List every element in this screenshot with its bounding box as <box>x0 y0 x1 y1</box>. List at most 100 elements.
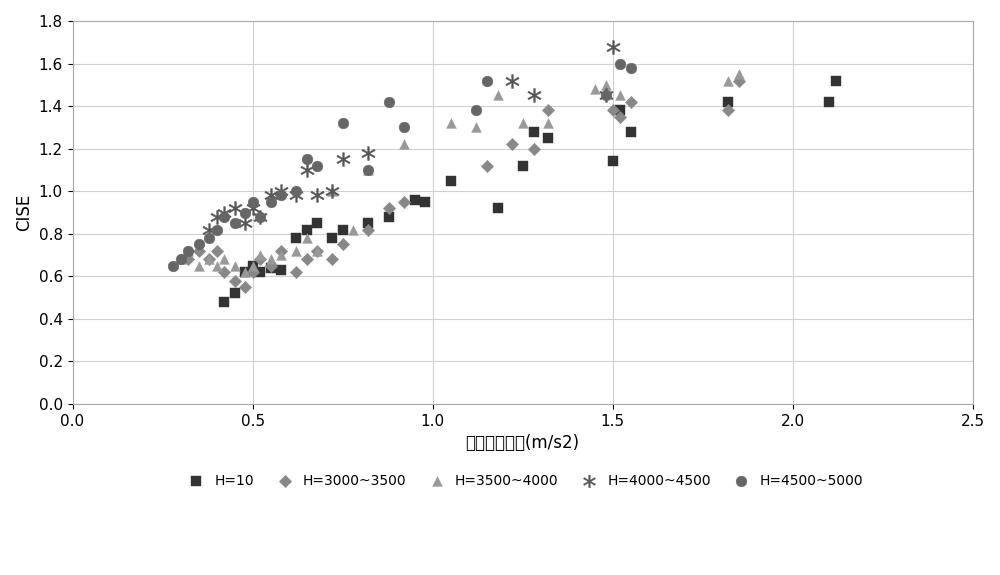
H=3500~4000 <box>201 255 217 264</box>
Y-axis label: CISE: CISE <box>15 194 33 231</box>
H=4500~5000 <box>216 212 232 221</box>
H=3000~3500 <box>335 240 351 249</box>
H=4500~5000 <box>381 97 397 106</box>
H=3500~4000 <box>299 233 315 243</box>
H=4000~4500 <box>201 225 217 234</box>
H=4000~4500 <box>227 204 243 213</box>
H=3500~4000 <box>288 246 304 255</box>
H=4000~4500 <box>237 218 253 228</box>
H=10 <box>720 97 736 106</box>
H=4000~4500 <box>309 191 325 200</box>
X-axis label: 横向力加速度(m/s2): 横向力加速度(m/s2) <box>466 434 580 453</box>
H=4500~5000 <box>180 246 196 255</box>
H=3000~3500 <box>605 106 621 115</box>
H=3000~3500 <box>504 140 520 149</box>
H=3000~3500 <box>252 255 268 264</box>
H=4000~4500 <box>504 76 520 85</box>
H=10 <box>828 76 844 85</box>
H=3500~4000 <box>324 187 340 196</box>
H=10 <box>324 233 340 243</box>
H=4000~4500 <box>273 187 289 196</box>
H=3000~3500 <box>299 255 315 264</box>
H=10 <box>381 212 397 221</box>
H=4000~4500 <box>598 91 614 100</box>
H=3500~4000 <box>191 261 207 270</box>
H=4500~5000 <box>479 76 495 85</box>
H=4000~4500 <box>299 166 315 175</box>
H=3500~4000 <box>209 261 225 270</box>
H=3000~3500 <box>720 106 736 115</box>
H=4000~4500 <box>335 155 351 164</box>
H=3500~4000 <box>237 267 253 277</box>
H=3000~3500 <box>540 106 556 115</box>
H=3000~3500 <box>324 255 340 264</box>
H=3000~3500 <box>309 246 325 255</box>
H=10 <box>623 127 639 136</box>
H=3000~3500 <box>209 246 225 255</box>
H=3000~3500 <box>396 197 412 206</box>
H=4000~4500 <box>324 187 340 196</box>
H=10 <box>216 297 232 306</box>
H=4500~5000 <box>396 123 412 132</box>
H=4500~5000 <box>299 155 315 164</box>
H=3000~3500 <box>227 276 243 285</box>
H=10 <box>245 261 261 270</box>
H=3500~4000 <box>227 261 243 270</box>
H=4500~5000 <box>335 118 351 128</box>
H=3500~4000 <box>360 166 376 175</box>
H=3500~4000 <box>468 123 484 132</box>
H=3500~4000 <box>309 246 325 255</box>
H=3000~3500 <box>612 112 628 121</box>
H=3500~4000 <box>173 255 189 264</box>
H=4500~5000 <box>165 261 181 270</box>
H=3500~4000 <box>345 225 361 234</box>
H=3500~4000 <box>540 118 556 128</box>
H=4000~4500 <box>605 42 621 51</box>
H=10 <box>273 266 289 275</box>
H=4500~5000 <box>360 166 376 175</box>
H=4500~5000 <box>612 59 628 68</box>
H=4000~4500 <box>216 208 232 217</box>
H=3000~3500 <box>273 246 289 255</box>
H=4500~5000 <box>598 91 614 100</box>
H=3500~4000 <box>598 81 614 90</box>
H=4500~5000 <box>209 225 225 234</box>
H=3000~3500 <box>288 267 304 277</box>
H=3000~3500 <box>381 204 397 213</box>
H=3500~4000 <box>216 255 232 264</box>
H=3500~4000 <box>252 251 268 260</box>
H=3500~4000 <box>443 118 459 128</box>
H=3500~4000 <box>273 251 289 260</box>
H=4000~4500 <box>288 191 304 200</box>
H=4500~5000 <box>252 212 268 221</box>
H=10 <box>515 161 531 170</box>
H=3000~3500 <box>623 97 639 106</box>
H=4500~5000 <box>288 187 304 196</box>
H=10 <box>227 289 243 298</box>
Legend: H=10, H=3000~3500, H=3500~4000, H=4000~4500, H=4500~5000: H=10, H=3000~3500, H=3500~4000, H=4000~4… <box>177 469 869 493</box>
H=4500~5000 <box>191 240 207 249</box>
H=4500~5000 <box>273 191 289 200</box>
H=4000~4500 <box>360 148 376 158</box>
H=4500~5000 <box>173 255 189 264</box>
H=3000~3500 <box>216 267 232 277</box>
H=10 <box>360 218 376 228</box>
H=3500~4000 <box>263 255 279 264</box>
H=10 <box>443 176 459 185</box>
H=3500~4000 <box>245 261 261 270</box>
H=3500~4000 <box>720 76 736 85</box>
H=3000~3500 <box>201 255 217 264</box>
H=3000~3500 <box>731 76 747 85</box>
H=10 <box>526 127 542 136</box>
H=3000~3500 <box>245 267 261 277</box>
H=10 <box>821 97 837 106</box>
H=3000~3500 <box>360 225 376 234</box>
H=10 <box>237 267 253 277</box>
H=4500~5000 <box>468 106 484 115</box>
H=3000~3500 <box>263 261 279 270</box>
H=3000~3500 <box>237 282 253 292</box>
H=4000~4500 <box>252 212 268 221</box>
H=10 <box>490 204 506 213</box>
H=10 <box>612 106 628 115</box>
H=10 <box>299 225 315 234</box>
